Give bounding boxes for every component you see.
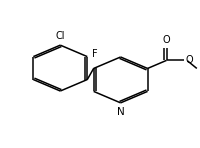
- Text: F: F: [92, 49, 97, 59]
- Text: O: O: [184, 55, 192, 65]
- Text: O: O: [162, 35, 170, 45]
- Text: N: N: [116, 107, 124, 117]
- Text: Cl: Cl: [55, 31, 65, 41]
